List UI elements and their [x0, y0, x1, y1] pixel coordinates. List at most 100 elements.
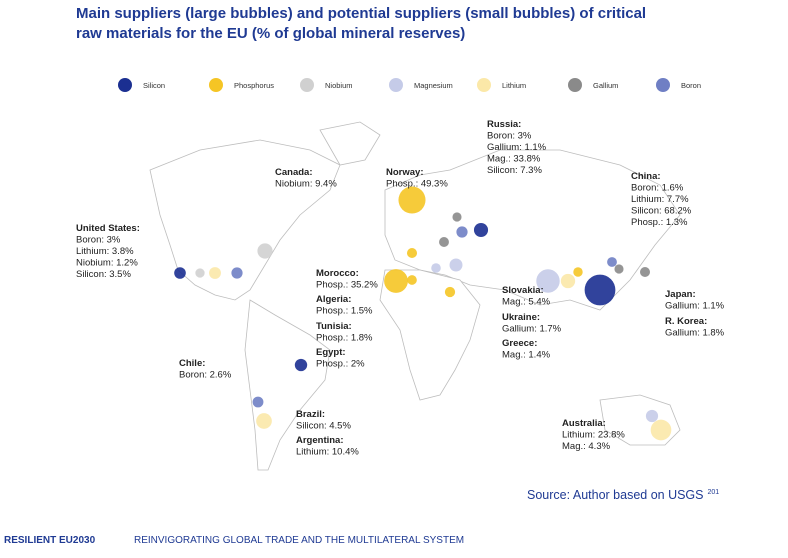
supply-label: Phosp.: 1.3% [631, 217, 688, 228]
country-name: Norway: [386, 167, 423, 178]
legend-swatch [568, 78, 582, 92]
legend-label: Magnesium [414, 81, 453, 90]
bubble [257, 243, 273, 259]
supply-label: Mag.: 33.8% [487, 154, 541, 165]
country-name: Chile: [179, 358, 205, 369]
footer-section: REINVIGORATING GLOBAL TRADE AND THE MULT… [134, 535, 464, 546]
legend-label: Phosphorus [234, 81, 274, 90]
supply-label: Mag.: 4.3% [562, 441, 611, 452]
country-name: Egypt: [316, 347, 346, 358]
supply-label: Silicon: 7.3% [487, 165, 542, 176]
legend-label: Lithium [502, 81, 526, 90]
bubble [256, 413, 272, 429]
supply-label: Boron: 3% [76, 235, 121, 246]
footer-brand: RESILIENT EU2030 [4, 535, 96, 546]
bubble [231, 267, 243, 279]
country-name: Slovakia: [502, 285, 544, 296]
supply-label: Phosp.: 1.8% [316, 333, 373, 344]
supply-label: Mag.: 1.4% [502, 350, 551, 361]
bubble [431, 263, 441, 273]
bubble [398, 186, 426, 214]
supply-label: Lithium: 23.8% [562, 430, 625, 441]
bubble [252, 396, 264, 408]
country-name: Japan: [665, 289, 696, 300]
bubble [294, 358, 308, 372]
supply-label: Silicon: 4.5% [296, 421, 351, 432]
bubbles [174, 186, 672, 441]
bubble [560, 273, 576, 289]
country-name: Argentina: [296, 435, 344, 446]
country-name: Russia: [487, 119, 521, 130]
bubble [384, 269, 408, 293]
title-line: Main suppliers (large bubbles) and poten… [76, 5, 646, 22]
supply-label: Lithium: 3.8% [76, 246, 134, 257]
supply-label: Gallium: 1.1% [487, 142, 547, 153]
country-name: Tunisia: [316, 321, 352, 332]
legend-swatch [209, 78, 223, 92]
source-ref: 201 [708, 489, 720, 496]
country-name: Morocco: [316, 268, 359, 279]
bubble [584, 274, 616, 306]
bubble [174, 267, 186, 279]
legend-swatch [389, 78, 403, 92]
bubble [209, 267, 221, 279]
legend: Silicon Phosphorus Niobium Magnesium Lithium… [118, 78, 701, 92]
supply-label: Boron: 3% [487, 131, 532, 142]
legend-swatch [477, 78, 491, 92]
bubble [449, 258, 463, 272]
source-text: Source: Author based on USGS [527, 488, 704, 502]
bubble [452, 212, 462, 222]
legend-swatch [300, 78, 314, 92]
supply-label: Silicon: 68.2% [631, 206, 692, 217]
bubble [536, 269, 560, 293]
bubble [614, 264, 624, 274]
supply-label: Gallium: 1.1% [665, 301, 725, 312]
supply-label: Niobium: 9.4% [275, 179, 337, 190]
bubble [406, 247, 418, 259]
country-name: R. Korea: [665, 316, 707, 327]
bubble [439, 237, 449, 247]
supply-label: Phosp.: 35.2% [316, 280, 378, 291]
country-name: United States: [76, 223, 140, 234]
legend-label: Niobium [325, 81, 353, 90]
supply-label: Gallium: 1.8% [665, 328, 725, 339]
supply-label: Mag.: 5.4% [502, 297, 551, 308]
title-line: raw materials for the EU (% of global mi… [76, 25, 465, 42]
bubble [573, 267, 583, 277]
supply-label: Gallium: 1.7% [502, 324, 562, 335]
supply-label: Niobium: 1.2% [76, 258, 138, 269]
supply-label: Phosp.: 1.5% [316, 306, 373, 317]
source: Source: Author based on USGS 201 [527, 488, 719, 502]
country-name: Brazil: [296, 409, 325, 420]
supply-label: Lithium: 10.4% [296, 447, 359, 458]
bubble [639, 266, 651, 278]
bubble [645, 409, 659, 423]
supply-label: Lithium: 7.7% [631, 194, 689, 205]
bubble [444, 286, 456, 298]
bubble [473, 222, 489, 238]
legend-label: Boron [681, 81, 701, 90]
country-name: China: [631, 171, 661, 182]
bubble [607, 257, 617, 267]
country-name: Algeria: [316, 294, 351, 305]
country-name: Canada: [275, 167, 312, 178]
bubble [407, 275, 417, 285]
bubble [195, 268, 205, 278]
legend-label: Gallium [593, 81, 618, 90]
legend-label: Silicon [143, 81, 165, 90]
legend-swatch [656, 78, 670, 92]
supply-label: Phosp.: 2% [316, 359, 365, 370]
country-name: Australia: [562, 418, 606, 429]
legend-swatch [118, 78, 132, 92]
bubble [650, 419, 672, 441]
supply-label: Phosp.: 49.3% [386, 179, 448, 190]
country-name: Ukraine: [502, 312, 540, 323]
title: Main suppliers (large bubbles) and poten… [76, 5, 646, 42]
supply-label: Boron: 1.6% [631, 183, 684, 194]
bubble [456, 226, 468, 238]
country-name: Greece: [502, 338, 537, 349]
supply-label: Boron: 2.6% [179, 370, 232, 381]
annotations: United States:Boron: 3%Lithium: 3.8%Niob… [76, 119, 725, 458]
